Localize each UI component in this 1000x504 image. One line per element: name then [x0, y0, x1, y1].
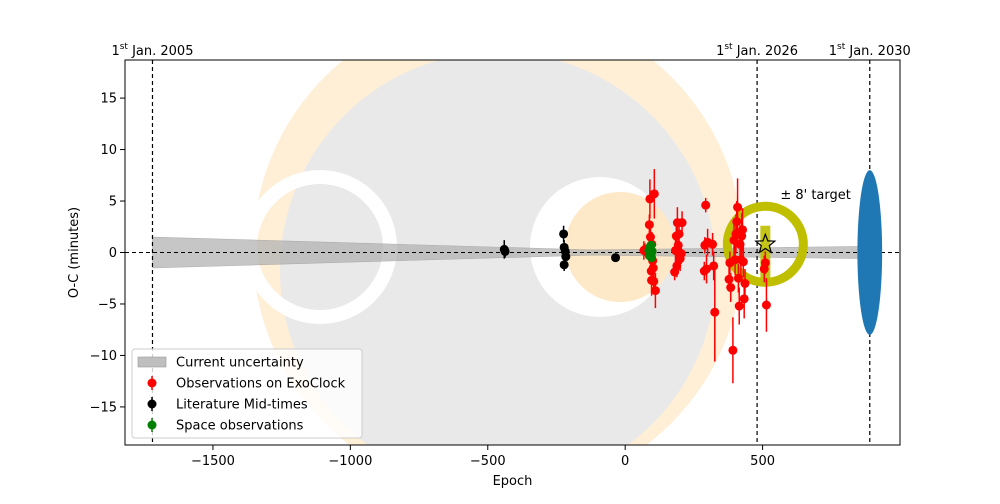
data-point: [710, 307, 720, 317]
y-tick-label: −5: [98, 297, 117, 312]
legend-swatch-marker: [147, 420, 157, 430]
target-label: ± 8' target: [780, 188, 851, 203]
data-point: [677, 218, 687, 228]
legend-entry-label: Space observations: [176, 419, 304, 434]
y-tick-label: 10: [100, 143, 117, 158]
data-point: [726, 283, 736, 292]
legend-box: [131, 348, 363, 439]
x-tick-label: −1500: [191, 454, 235, 469]
series-group: [639, 169, 771, 384]
data-point: [645, 232, 655, 242]
data-point: [709, 261, 719, 271]
y-tick-label: 5: [109, 195, 117, 210]
target-ring: [722, 201, 808, 287]
legend-swatch-marker: [147, 399, 157, 409]
target-star: [754, 232, 777, 254]
data-point: [561, 252, 571, 262]
data-point: [644, 220, 654, 230]
data-point: [760, 258, 770, 268]
data-point: [702, 264, 712, 274]
x-axis-label: Epoch: [493, 474, 533, 489]
x-tick-label: −500: [470, 454, 506, 469]
data-point: [728, 345, 738, 355]
y-tick-label: 15: [100, 92, 117, 107]
date-marker-label: 1st Jan. 2026: [716, 42, 798, 59]
data-point: [500, 246, 510, 256]
data-point: [650, 286, 660, 296]
x-tick-label: −1000: [328, 454, 372, 469]
data-point: [739, 294, 749, 304]
future-prediction-ellipse: [857, 170, 883, 335]
data-point: [676, 249, 686, 259]
x-tick-label: 0: [621, 454, 629, 469]
data-point: [611, 253, 621, 263]
data-point: [701, 200, 711, 210]
data-point: [740, 278, 750, 288]
data-point: [648, 263, 658, 273]
date-marker-label: 1st Jan. 2005: [111, 42, 193, 59]
y-tick-label: 0: [109, 246, 117, 261]
y-tick-label: −15: [90, 400, 117, 415]
data-point: [732, 217, 742, 227]
y-axis-label: O-C (minutes): [67, 207, 82, 298]
data-point: [674, 229, 684, 239]
legend-entry-label: Observations on ExoClock: [176, 377, 346, 392]
data-point: [708, 239, 718, 249]
data-point: [724, 274, 734, 284]
legend-swatch-band: [137, 356, 167, 368]
x-tick-label: 500: [750, 454, 775, 469]
data-point: [733, 202, 743, 212]
data-point: [672, 261, 682, 271]
data-point: [738, 257, 748, 267]
data-point: [559, 229, 569, 239]
legend-swatch-marker: [147, 378, 157, 388]
data-point: [647, 246, 657, 256]
data-point: [738, 225, 748, 235]
series-group: [499, 225, 621, 272]
data-point: [761, 300, 771, 310]
plot-area: ± 8' target: [125, 60, 900, 445]
legend-entry-label: Current uncertainty: [176, 356, 304, 371]
legend-entry-label: Literature Mid-times: [176, 398, 308, 413]
y-tick-label: −10: [90, 349, 117, 364]
data-point: [649, 276, 659, 286]
data-point: [734, 301, 744, 311]
date-marker-label: 1st Jan. 2030: [829, 42, 911, 59]
data-point: [649, 189, 659, 199]
series-group: [644, 240, 657, 263]
data-point: [559, 260, 569, 270]
